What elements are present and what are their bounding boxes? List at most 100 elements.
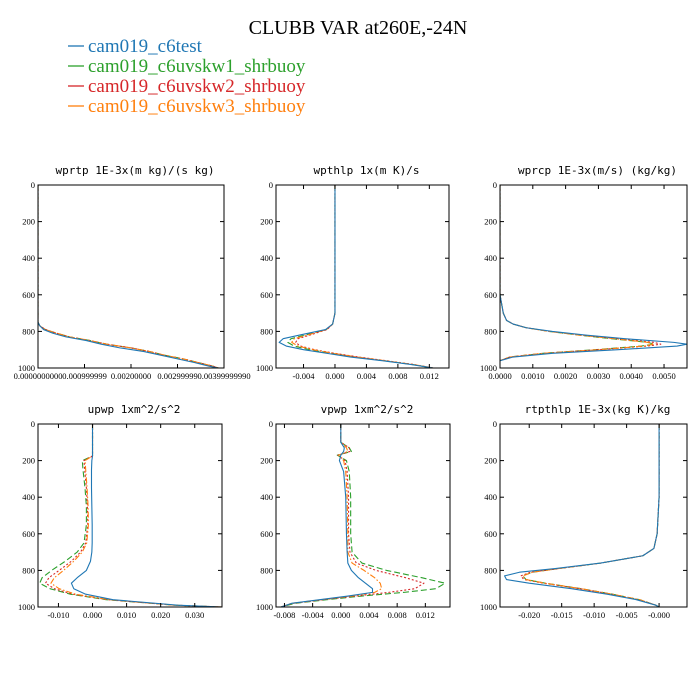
x-tick-label: 0.0000000000 (14, 371, 63, 381)
legend-label-3: cam019_c6uvskw3_shrbuoy (88, 96, 306, 117)
y-tick-label: 200 (260, 456, 273, 466)
x-tick-label: 0.000999999 (62, 371, 107, 381)
panel-4: vpwp 1xm^2/s^2 0 200 400 600 800 1000-0.008 -0.… (256, 403, 451, 620)
y-tick-label: 600 (260, 529, 273, 539)
x-tick-label: 0.012 (420, 371, 439, 381)
x-tick-label: 0.0040 (620, 371, 643, 381)
series-line-1 (287, 185, 434, 368)
y-tick-label: 0 (269, 180, 273, 190)
series-line-2 (38, 185, 219, 368)
figure-title: CLUBB VAR at260E,-24N (249, 17, 468, 39)
y-tick-label: 800 (22, 326, 35, 336)
y-tick-label: 400 (22, 492, 35, 502)
x-tick-label: -0.000 (648, 610, 670, 620)
y-tick-label: 1000 (256, 602, 273, 612)
x-tick-label: 0.008 (388, 610, 407, 620)
panel-title: wprtp 1E-3x(m kg)/(s kg) (56, 164, 215, 177)
plot-frame (37, 184, 225, 369)
series-line-0 (278, 185, 434, 368)
x-tick-label: 0.0010 (521, 371, 544, 381)
y-tick-label: 800 (260, 565, 273, 575)
panel-title: vpwp 1xm^2/s^2 (321, 403, 414, 416)
series-line-0 (503, 424, 660, 607)
plot-frame (275, 423, 451, 608)
x-tick-label: -0.015 (551, 610, 573, 620)
x-tick-label: 0.012 (416, 610, 435, 620)
series-line-1 (39, 424, 222, 607)
plot-frame (499, 423, 688, 608)
panels: wprtp 1E-3x(m kg)/(s kg) 0 200 400 600 800 100… (14, 164, 688, 620)
x-tick-label: 0.030 (185, 610, 204, 620)
x-tick-label: 0.004 (359, 610, 379, 620)
y-tick-label: 400 (260, 253, 273, 263)
plot-frame (37, 423, 223, 608)
x-tick-label: -0.010 (47, 610, 69, 620)
y-tick-label: 800 (260, 326, 273, 336)
x-tick-label: -0.008 (273, 610, 295, 620)
series-line-3 (291, 185, 434, 368)
x-tick-label: 0.00399999990 (197, 371, 250, 381)
y-tick-label: 0 (493, 419, 497, 429)
x-tick-label: -0.005 (616, 610, 638, 620)
y-tick-label: 0 (269, 419, 273, 429)
x-tick-label: -0.010 (583, 610, 605, 620)
panel-1: wpthlp 1x(m K)/s 0 200 400 600 800 1000 -0.004 0… (256, 164, 450, 381)
y-tick-label: 200 (484, 456, 497, 466)
series-line-3 (522, 424, 660, 607)
series-line-2 (280, 424, 425, 607)
x-tick-label: 0.0020 (554, 371, 577, 381)
series-line-1 (280, 424, 446, 607)
legend-label-1: cam019_c6uvskw1_shrbuoy (88, 56, 306, 77)
y-tick-label: 600 (260, 290, 273, 300)
x-tick-label: 0.000 (325, 371, 344, 381)
x-tick-label: 0.000 (83, 610, 102, 620)
panel-title: upwp 1xm^2/s^2 (88, 403, 181, 416)
x-tick-label: -0.020 (518, 610, 540, 620)
y-tick-label: 0 (493, 180, 497, 190)
y-tick-label: 1000 (18, 602, 35, 612)
legend-label-0: cam019_c6test (88, 36, 203, 57)
legend-label-2: cam019_c6uvskw2_shrbuoy (88, 76, 306, 97)
plot-frame (275, 184, 450, 369)
y-tick-label: 400 (484, 492, 497, 502)
x-tick-label: 0.0050 (652, 371, 675, 381)
legend: cam019_c6testcam019_c6uvskw1_shrbuoycam0… (68, 36, 306, 117)
panel-2: wprcp 1E-3x(m/s) (kg/kg) 0 200 400 600 800 100… (480, 164, 688, 381)
series-line-0 (38, 185, 219, 368)
panel-5: rtpthlp 1E-3x(kg K)/kg 0 200 400 600 800 1000 -… (480, 403, 688, 620)
series-line-3 (38, 185, 219, 368)
series-line-2 (295, 185, 434, 368)
x-tick-label: 0.0030 (587, 371, 610, 381)
x-tick-label: -0.004 (302, 610, 325, 620)
y-tick-label: 0 (31, 419, 35, 429)
y-tick-label: 200 (22, 217, 35, 227)
y-tick-label: 400 (260, 492, 273, 502)
y-tick-label: 600 (484, 529, 497, 539)
y-tick-label: 1000 (480, 363, 497, 373)
y-tick-label: 1000 (256, 363, 273, 373)
panel-title: wpthlp 1x(m K)/s (314, 164, 420, 177)
y-tick-label: 400 (22, 253, 35, 263)
series-line-1 (522, 424, 660, 607)
x-tick-label: 0.020 (151, 610, 170, 620)
series-line-3 (50, 424, 222, 607)
panel-3: upwp 1xm^2/s^2 0 200 400 600 800 1000 -0.010 0.0… (18, 403, 223, 620)
y-tick-label: 800 (22, 565, 35, 575)
y-tick-label: 600 (22, 529, 35, 539)
x-tick-label: -0.004 (293, 371, 316, 381)
y-tick-label: 1000 (18, 363, 35, 373)
plot-frame (499, 184, 688, 369)
y-tick-label: 1000 (480, 602, 497, 612)
series-line-1 (500, 185, 655, 362)
x-tick-label: 0.0000 (488, 371, 511, 381)
y-tick-label: 400 (484, 253, 497, 263)
series-line-3 (280, 424, 383, 607)
y-tick-label: 200 (22, 456, 35, 466)
panel-title: wprcp 1E-3x(m/s) (kg/kg) (518, 164, 677, 177)
x-tick-label: 0.008 (388, 371, 407, 381)
series-line-2 (520, 424, 660, 607)
y-tick-label: 200 (260, 217, 273, 227)
series-line-2 (44, 424, 222, 607)
x-tick-label: 0.004 (357, 371, 377, 381)
